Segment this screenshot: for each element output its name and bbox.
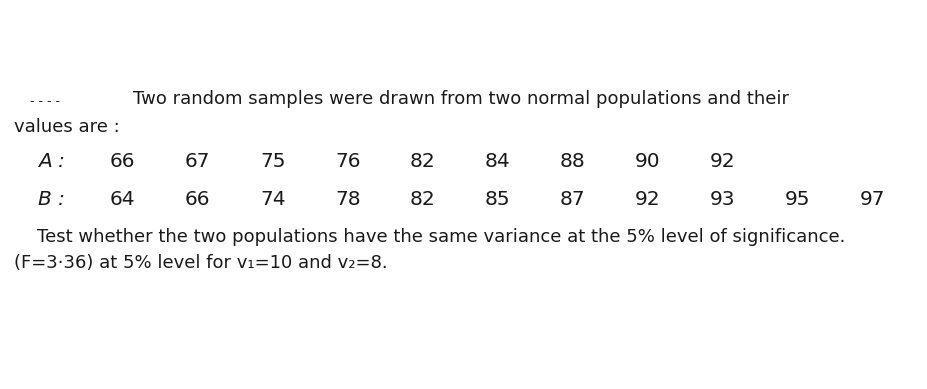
Text: 64: 64 (110, 190, 135, 209)
Text: 66: 66 (110, 152, 135, 171)
Text: 97: 97 (859, 190, 884, 209)
Text: - - - -: - - - - (30, 95, 60, 108)
Text: 82: 82 (410, 152, 436, 171)
Text: (F=3·36) at 5% level for v₁=10 and v₂=8.: (F=3·36) at 5% level for v₁=10 and v₂=8. (14, 254, 387, 272)
Text: Test whether the two populations have the same variance at the 5% level of signi: Test whether the two populations have th… (14, 228, 844, 246)
Text: 85: 85 (485, 190, 510, 209)
Text: 93: 93 (709, 190, 735, 209)
Text: 84: 84 (485, 152, 510, 171)
Text: 92: 92 (709, 152, 735, 171)
Text: 90: 90 (634, 152, 660, 171)
Text: 88: 88 (559, 152, 585, 171)
Text: 66: 66 (184, 190, 210, 209)
Text: 74: 74 (260, 190, 286, 209)
Text: 75: 75 (260, 152, 286, 171)
Text: values are :: values are : (14, 118, 120, 136)
Text: 67: 67 (184, 152, 210, 171)
Text: Two random samples were drawn from two normal populations and their: Two random samples were drawn from two n… (133, 90, 788, 108)
Text: A :: A : (38, 152, 65, 171)
Text: 76: 76 (335, 152, 360, 171)
Text: 95: 95 (784, 190, 809, 209)
Text: 82: 82 (410, 190, 436, 209)
Text: 92: 92 (634, 190, 660, 209)
Text: 87: 87 (559, 190, 585, 209)
Text: 78: 78 (335, 190, 361, 209)
Text: B :: B : (38, 190, 65, 209)
